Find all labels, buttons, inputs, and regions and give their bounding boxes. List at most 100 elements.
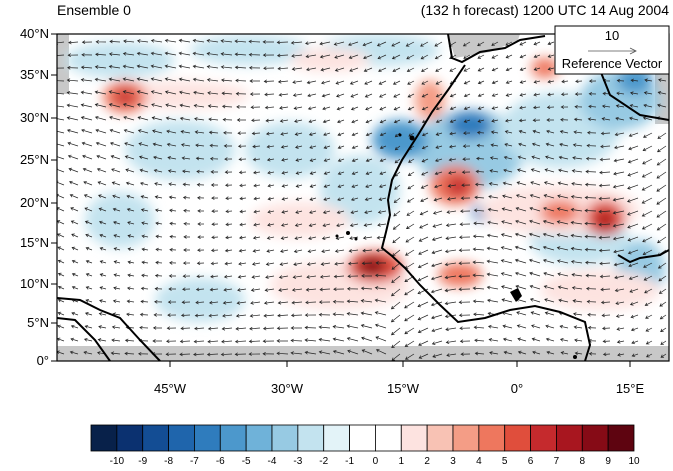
wind-vector: [223, 130, 233, 135]
wind-vector: [264, 105, 275, 110]
wind-vector: [528, 258, 541, 264]
wind-vector: [617, 352, 625, 357]
wind-vector: [96, 154, 107, 160]
wind-vector: [125, 181, 135, 186]
wind-vector: [528, 232, 541, 238]
wind-vector: [291, 300, 303, 305]
wind-vector: [154, 299, 163, 304]
wind-vector: [434, 54, 443, 60]
wind-vector: [570, 220, 583, 225]
colorbar-swatch: [116, 424, 144, 452]
wind-vector: [658, 275, 667, 282]
wind-vector: [318, 337, 331, 342]
wind-vector: [206, 38, 219, 43]
wind-vector: [322, 210, 331, 214]
wind-vector: [122, 64, 135, 69]
wind-vector: [323, 158, 331, 162]
wind-vector: [348, 249, 359, 253]
wind-vector: [375, 261, 387, 265]
wind-vector: [472, 247, 485, 252]
wind-vector: [276, 326, 289, 331]
wind-vector: [294, 223, 303, 227]
wind-vector: [252, 157, 261, 162]
wind-vector: [444, 249, 457, 254]
wind-vector: [267, 170, 275, 175]
wind-vector: [504, 143, 513, 147]
wind-vector: [180, 326, 191, 331]
wind-vector: [306, 80, 317, 85]
wind-vector: [221, 326, 233, 331]
wind-vector: [85, 286, 93, 290]
wind-vector: [136, 77, 149, 82]
wind-vector: [599, 261, 611, 266]
wind-vector: [206, 352, 219, 357]
wind-vector: [267, 209, 275, 214]
wind-vector: [210, 170, 219, 174]
wind-vector: [293, 106, 303, 110]
wind-vector: [295, 197, 303, 201]
wind-vector: [167, 313, 177, 317]
wind-vector: [559, 324, 569, 329]
wind-vector: [67, 65, 79, 70]
wind-vector: [319, 287, 331, 292]
wind-vector: [304, 325, 317, 330]
wind-vector: [629, 104, 639, 108]
wind-vector: [627, 236, 639, 242]
wind-vector: [556, 259, 569, 264]
wind-vector: [519, 54, 527, 59]
wind-vector: [251, 262, 261, 266]
wind-vector: [154, 182, 163, 186]
wind-vector: [169, 208, 177, 213]
wind-vector: [487, 298, 499, 303]
wind-vector: [183, 208, 191, 213]
wind-vector: [165, 352, 177, 357]
wind-vector: [543, 271, 555, 277]
wind-vector: [491, 80, 499, 85]
wind-vector: [631, 353, 639, 358]
wind-vector: [418, 340, 429, 346]
wind-vector: [332, 337, 345, 342]
wind-vector: [337, 132, 345, 137]
wind-vector: [98, 207, 107, 212]
wind-vector: [139, 168, 149, 173]
wind-vector: [643, 275, 653, 281]
wind-vector: [262, 53, 275, 57]
wind-vector: [600, 144, 611, 149]
wind-vector: [112, 207, 121, 212]
wind-vector: [570, 194, 583, 199]
wind-vector: [98, 194, 107, 199]
wind-vector: [641, 210, 653, 217]
wind-vector: [657, 90, 667, 95]
wind-vector: [183, 235, 191, 239]
wind-vector: [547, 41, 555, 46]
colorbar-label: -1: [345, 456, 354, 467]
wind-vector: [532, 105, 541, 110]
wind-vector: [224, 248, 233, 253]
wind-vector: [154, 273, 163, 278]
wind-vector: [556, 207, 569, 212]
wind-vector: [392, 67, 401, 73]
wind-vector: [407, 171, 415, 176]
wind-vector: [449, 119, 457, 123]
wind-vector: [251, 118, 261, 123]
wind-vector: [657, 236, 667, 244]
wind-vector: [263, 79, 275, 84]
wind-vector: [390, 301, 401, 310]
wind-vector: [71, 233, 79, 238]
wind-vector: [318, 312, 331, 317]
wind-vector: [253, 196, 261, 201]
wind-vector: [643, 91, 653, 95]
wind-vector: [195, 287, 205, 292]
colorbar-swatch: [142, 424, 169, 452]
wind-vector: [462, 41, 471, 47]
wind-vector: [349, 236, 359, 240]
wind-vector: [333, 41, 345, 46]
wind-vector: [544, 311, 555, 316]
wind-vector: [585, 260, 597, 265]
wind-vector: [182, 287, 191, 292]
wind-vector: [558, 155, 569, 160]
wind-vector: [491, 93, 499, 97]
wind-vector: [642, 236, 653, 243]
wind-vector: [519, 67, 527, 71]
wind-vector: [138, 351, 149, 356]
